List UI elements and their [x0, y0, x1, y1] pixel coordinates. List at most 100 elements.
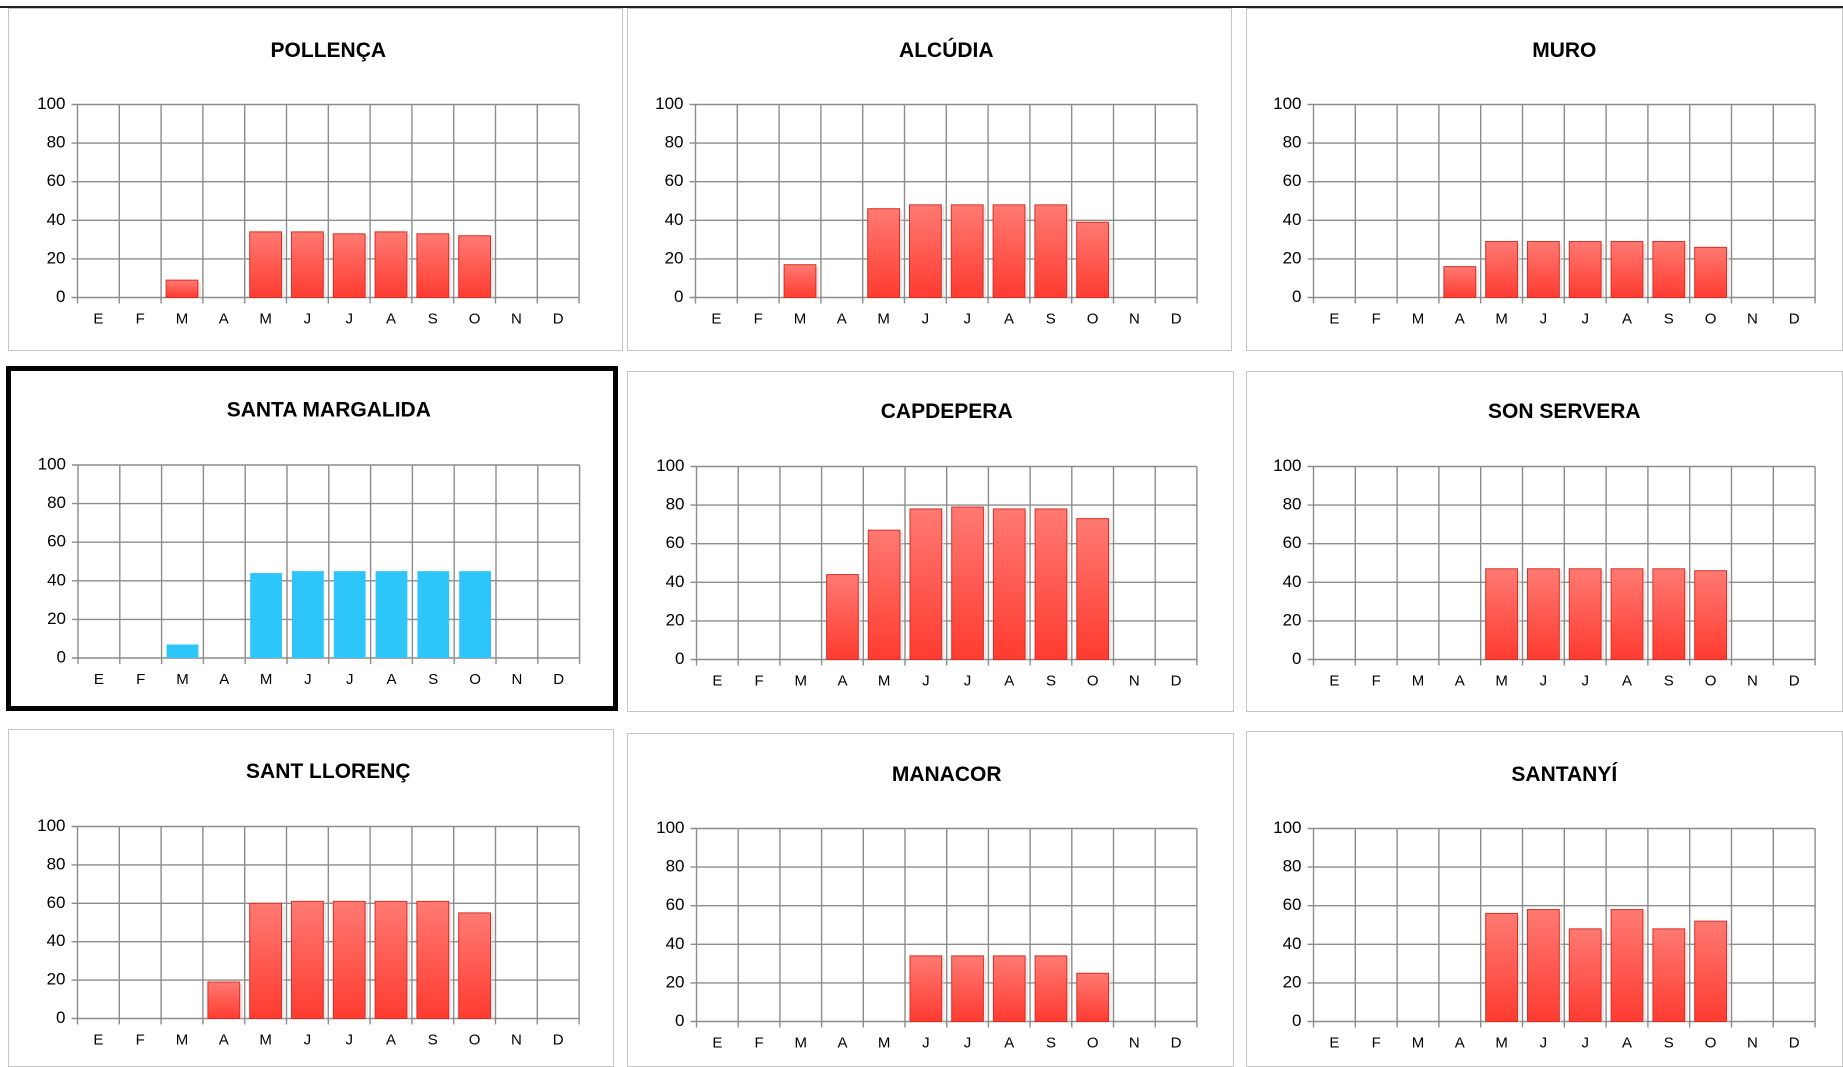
y-tick-label: 60 — [665, 171, 684, 190]
x-tick-label: A — [837, 310, 847, 327]
bar-a — [1611, 242, 1643, 298]
x-tick-label: M — [176, 310, 189, 327]
bar-m — [1486, 569, 1518, 660]
bar-chart-svg: SANT LLORENÇ 0 20 40 60 80 100 E F M A M J J A S O N D — [9, 730, 612, 1065]
x-tick-label: S — [428, 1031, 438, 1048]
y-tick-label: 80 — [1283, 133, 1302, 152]
x-tick-label: A — [1622, 672, 1632, 689]
x-tick-label: J — [304, 671, 312, 688]
y-tick-label: 0 — [675, 1011, 684, 1030]
bar-o — [459, 571, 491, 658]
bar-m — [166, 280, 198, 297]
chart-title: SANTA MARGALIDA — [227, 399, 431, 422]
bar-j — [292, 901, 324, 1018]
x-tick-label: A — [219, 671, 229, 688]
chart-panel-muro: MURO 0 20 40 60 80 100 E F M A M J J A S O N D — [1246, 8, 1843, 351]
x-tick-label: M — [176, 671, 189, 688]
bar-m — [1486, 913, 1518, 1021]
x-tick-label: J — [345, 1031, 353, 1048]
y-tick-label: 100 — [37, 94, 65, 113]
y-tick-label: 0 — [675, 649, 684, 668]
y-tick-label: 40 — [47, 210, 66, 229]
bar-chart-svg: POLLENÇA020406080100E F M A M J J A S O N D — [9, 9, 621, 349]
y-tick-label: 20 — [665, 248, 684, 267]
x-tick-label: M — [259, 1031, 272, 1048]
bar-a — [376, 571, 408, 658]
y-tick-label: 100 — [656, 818, 684, 837]
chart-panel-santanyi: SANTANYÍ 0 20 40 60 80 100 E F M A M J J A S O N D — [1246, 731, 1843, 1067]
y-tick-label: 60 — [1283, 533, 1302, 552]
x-tick-label: M — [1495, 672, 1508, 689]
y-tick-label: 40 — [47, 931, 66, 950]
x-tick-label: J — [963, 310, 971, 327]
bar-a — [993, 509, 1025, 660]
y-tick-label: 20 — [1283, 248, 1302, 267]
x-tick-label: E — [712, 1034, 722, 1051]
y-tick-label: 60 — [666, 895, 685, 914]
bar-chart-svg: SON SERVERA020406080100E F M A M J J A S O N D — [1247, 372, 1841, 710]
bar-s — [417, 234, 449, 298]
x-tick-label: E — [1329, 672, 1339, 689]
x-tick-label: N — [1129, 1034, 1140, 1051]
bar-j — [1569, 569, 1601, 660]
x-tick-label: E — [712, 672, 722, 689]
x-tick-label: A — [219, 310, 229, 327]
bar-o — [1077, 222, 1109, 297]
x-tick-label: E — [94, 671, 104, 688]
y-tick-label: 20 — [47, 248, 66, 267]
bar-chart-svg: CAPDEPERA020406080100E F M A M J J A S O N D — [628, 372, 1232, 710]
x-tick-label: O — [1087, 1034, 1099, 1051]
x-tick-label: M — [877, 310, 890, 327]
y-tick-label: 20 — [666, 610, 685, 629]
y-tick-label: 0 — [1292, 649, 1301, 668]
x-tick-label: A — [386, 671, 396, 688]
x-tick-label: E — [1329, 310, 1339, 327]
bar-s — [1035, 205, 1067, 298]
bar-s — [1035, 509, 1067, 660]
x-tick-label: F — [136, 1031, 145, 1048]
y-tick-label: 20 — [666, 972, 685, 991]
y-tick-label: 0 — [56, 287, 65, 306]
y-tick-label: 60 — [666, 533, 685, 552]
x-tick-label: D — [1789, 672, 1800, 689]
y-tick-label: 0 — [1292, 1011, 1301, 1030]
bar-m — [250, 232, 282, 298]
y-tick-label: 0 — [1292, 287, 1301, 306]
x-tick-label: N — [511, 1031, 522, 1048]
x-tick-label: D — [553, 310, 564, 327]
x-tick-label: F — [754, 672, 763, 689]
bar-a — [993, 205, 1025, 298]
x-tick-label: M — [1412, 310, 1425, 327]
bar-s — [1653, 929, 1685, 1022]
x-tick-label: M — [795, 1034, 808, 1051]
y-tick-label: 60 — [1283, 171, 1302, 190]
x-tick-label: J — [1540, 310, 1548, 327]
x-tick-label: J — [922, 1034, 930, 1051]
x-tick-label: F — [754, 310, 763, 327]
x-tick-label: F — [1372, 672, 1381, 689]
bar-m — [250, 903, 282, 1018]
y-tick-label: 80 — [1283, 857, 1302, 876]
bar-j — [333, 234, 365, 298]
bar-chart-svg: SANTA MARGALIDA 0 20 40 60 80 100 E F M A M J J A S O N D — [11, 371, 613, 706]
bar-m — [1486, 242, 1518, 298]
y-tick-label: 0 — [674, 287, 683, 306]
bar-s — [417, 571, 449, 658]
y-tick-label: 20 — [47, 609, 66, 628]
x-tick-label: A — [1004, 310, 1014, 327]
bar-chart-svg: SANTANYÍ 0 20 40 60 80 100 E F M A M J J A S O N D — [1247, 732, 1841, 1065]
y-tick-label: 40 — [665, 210, 684, 229]
bar-j — [952, 956, 984, 1022]
x-tick-label: N — [1747, 1034, 1758, 1051]
chart-title: SANT LLORENÇ — [246, 760, 411, 783]
x-tick-label: F — [136, 671, 145, 688]
x-tick-label: N — [511, 671, 522, 688]
chart-panel-manacor: MANACOR 0 20 40 60 80 100 E F M A M J J A S O N D — [627, 733, 1234, 1067]
x-tick-label: N — [1129, 310, 1140, 327]
y-tick-label: 80 — [665, 133, 684, 152]
bar-j — [1569, 929, 1601, 1022]
y-tick-label: 0 — [56, 1008, 65, 1027]
bar-chart-svg: MURO020406080100E F M A M J J A S O N D — [1247, 9, 1841, 349]
y-tick-label: 60 — [47, 532, 66, 551]
x-tick-label: O — [1705, 1034, 1717, 1051]
